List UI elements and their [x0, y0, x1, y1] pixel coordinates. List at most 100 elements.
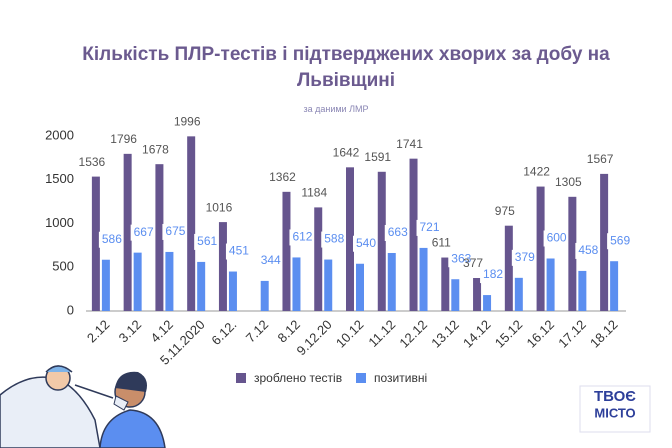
value-label-bg	[225, 243, 252, 260]
value-label: 675	[165, 224, 185, 238]
bar	[568, 196, 577, 311]
illustration	[0, 365, 166, 448]
bar	[314, 207, 323, 311]
value-label: 377	[463, 256, 483, 270]
x-tick-label: 15.12	[492, 317, 526, 351]
value-label: 379	[515, 250, 535, 264]
bar	[218, 222, 227, 311]
chart-title: Кількість ПЛР-тестів і підтверджених хво…	[82, 44, 610, 91]
bar	[387, 252, 396, 311]
value-label: 667	[134, 225, 154, 239]
value-label: 1796	[110, 132, 137, 146]
value-label: 458	[578, 243, 598, 257]
value-label: 611	[432, 236, 451, 250]
value-label: 600	[547, 231, 567, 245]
value-label-bg	[130, 224, 157, 241]
bar	[356, 263, 364, 311]
bar	[504, 225, 513, 311]
value-label-bg	[416, 219, 443, 236]
logo-line1: ТВОЄ	[594, 388, 636, 405]
bar	[260, 280, 269, 311]
value-label-bg	[448, 251, 475, 268]
logo-box	[579, 385, 651, 433]
bar	[441, 257, 450, 311]
x-tick-label: 7.12	[243, 317, 272, 346]
value-label-bg	[353, 235, 379, 252]
bar	[155, 164, 164, 311]
bar	[123, 153, 132, 311]
legend-swatch	[236, 373, 246, 383]
x-tick-label: 17.12	[555, 317, 589, 351]
value-label: 1741	[396, 137, 423, 151]
value-label: 1016	[206, 200, 233, 214]
bar	[91, 176, 100, 311]
value-label-bg	[194, 233, 221, 250]
bar	[133, 252, 142, 311]
bar	[600, 173, 609, 311]
x-tick-label: 13.12	[428, 317, 462, 351]
value-label: 1422	[523, 165, 550, 179]
bar	[610, 261, 619, 311]
bar	[578, 270, 587, 311]
value-label: 588	[324, 232, 344, 246]
value-label-bg	[575, 242, 602, 259]
legend-label: зроблено тестів	[254, 371, 342, 385]
y-tick-label: 500	[52, 259, 74, 274]
value-label-bg	[257, 252, 284, 269]
value-label: 540	[356, 236, 376, 250]
value-label-bg	[384, 224, 411, 241]
y-tick-label: 2000	[45, 127, 74, 142]
value-label: 561	[197, 234, 217, 248]
value-label: 1996	[174, 115, 201, 129]
value-label: 1362	[269, 170, 296, 184]
bar	[451, 279, 460, 311]
bar	[228, 271, 237, 311]
value-label: 1184	[301, 186, 327, 200]
value-label: 1642	[333, 145, 360, 159]
value-label: 586	[102, 232, 122, 246]
value-label-bg	[607, 233, 634, 250]
bar	[346, 167, 354, 311]
x-tick-label: 3.12	[116, 317, 145, 346]
value-label: 1305	[555, 175, 582, 189]
y-tick-label: 1500	[45, 171, 74, 186]
value-label-bg	[321, 231, 348, 248]
value-label: 663	[388, 225, 408, 239]
value-label: 363	[451, 251, 471, 265]
value-label: 569	[610, 233, 630, 247]
value-label-bg	[289, 229, 316, 246]
x-tick-label: 18.12	[587, 317, 621, 351]
bar	[101, 259, 110, 311]
value-label: 451	[229, 244, 249, 258]
y-tick-label: 0	[67, 302, 74, 317]
bar	[187, 136, 196, 311]
value-label: 975	[495, 204, 515, 218]
bar	[197, 261, 206, 311]
y-tick-label: 1000	[45, 215, 74, 230]
value-label: 344	[261, 253, 281, 267]
logo: ТВОЄ МІСТО	[579, 385, 651, 433]
x-tick-label: 12.12	[396, 317, 430, 351]
bar	[483, 295, 492, 311]
bar	[473, 278, 482, 311]
value-label-bg	[511, 249, 538, 266]
bar	[409, 158, 418, 311]
value-label: 1536	[79, 155, 106, 169]
bar	[546, 258, 555, 311]
x-tick-label: 9.12.20	[294, 317, 335, 358]
bar	[514, 277, 523, 311]
value-label: 182	[483, 267, 503, 281]
x-tick-label: 11.12	[365, 317, 398, 350]
logo-line2: МІСТО	[594, 405, 635, 420]
value-label: 1591	[364, 150, 391, 164]
x-tick-label: 14.12	[460, 317, 494, 351]
value-label: 612	[292, 230, 312, 244]
bar	[324, 259, 333, 311]
bar	[282, 191, 291, 311]
legend-label: позитивні	[374, 371, 427, 385]
value-label: 721	[420, 220, 440, 234]
bar	[536, 186, 545, 311]
bar	[419, 247, 428, 311]
